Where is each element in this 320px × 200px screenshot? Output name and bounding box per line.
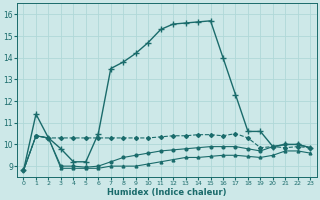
X-axis label: Humidex (Indice chaleur): Humidex (Indice chaleur) (107, 188, 227, 197)
